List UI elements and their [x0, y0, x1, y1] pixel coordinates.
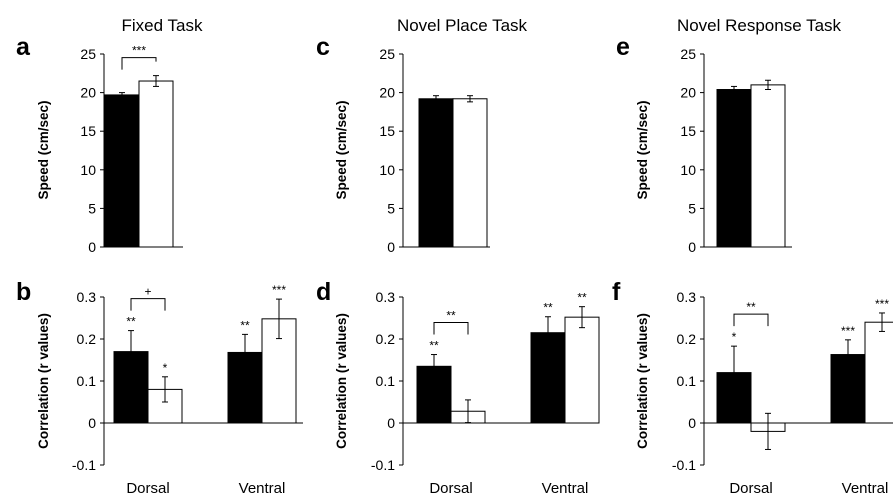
panel-letter: f	[612, 278, 621, 306]
panel-letter: d	[316, 278, 331, 306]
significance-bracket	[130, 298, 166, 311]
x-category-label: Ventral	[239, 480, 286, 497]
significance-bracket	[121, 57, 157, 70]
y-tick-label: 5	[88, 200, 96, 216]
y-tick-label: 10	[680, 162, 696, 178]
y-tick-label: 0	[88, 239, 96, 255]
x-category-label: Ventral	[842, 480, 889, 497]
y-tick-label: 0	[387, 415, 395, 431]
y-tick-label: 0	[387, 239, 395, 255]
y-tick-label: 25	[680, 46, 696, 62]
y-tick-label: 25	[379, 46, 395, 62]
bracket-label: **	[446, 309, 456, 323]
panel-letter: c	[316, 33, 330, 61]
significance-label: ***	[841, 324, 855, 338]
bar	[452, 98, 488, 248]
y-tick-label: 0	[688, 415, 696, 431]
panel-title: Fixed Task	[122, 16, 203, 35]
y-tick-label: 0.3	[376, 289, 396, 305]
y-tick-label: 0.3	[677, 289, 697, 305]
y-tick-label: 10	[80, 162, 96, 178]
bar	[864, 321, 893, 424]
significance-label: **	[240, 318, 250, 332]
y-tick-label: 25	[80, 46, 96, 62]
y-tick-label: 20	[80, 85, 96, 101]
y-tick-label: 0.1	[677, 373, 697, 389]
bar	[750, 84, 786, 248]
y-axis-label: Correlation (r values)	[36, 313, 51, 449]
significance-label: *	[163, 361, 168, 375]
y-tick-label: 15	[680, 123, 696, 139]
y-tick-label: 15	[80, 123, 96, 139]
y-tick-label: 20	[379, 85, 395, 101]
x-category-label: Dorsal	[126, 480, 169, 497]
bar	[716, 89, 752, 248]
x-category-label: Dorsal	[429, 480, 472, 497]
significance-label: **	[429, 339, 439, 353]
bar	[418, 98, 454, 248]
y-tick-label: 0.1	[77, 373, 97, 389]
bar	[564, 316, 600, 424]
y-axis-label: Speed (cm/sec)	[36, 100, 51, 199]
y-tick-label: 20	[680, 85, 696, 101]
panel-letter: a	[16, 33, 31, 61]
y-tick-label: 0	[688, 239, 696, 255]
y-tick-label: 0.2	[677, 331, 697, 347]
y-axis-label: Speed (cm/sec)	[635, 100, 650, 199]
significance-label: ***	[875, 297, 889, 311]
significance-label: ***	[272, 283, 286, 297]
x-category-label: Ventral	[542, 480, 589, 497]
panel-letter: e	[616, 33, 630, 61]
x-category-label: Dorsal	[729, 480, 772, 497]
y-axis-label: Speed (cm/sec)	[334, 100, 349, 199]
bracket-label: +	[144, 285, 151, 299]
y-axis-label: Correlation (r values)	[334, 313, 349, 449]
y-tick-label: 0.3	[77, 289, 97, 305]
significance-label: **	[126, 315, 136, 329]
significance-label: **	[577, 291, 587, 305]
bracket-label: ***	[132, 44, 146, 58]
panel-title: Novel Place Task	[397, 16, 528, 35]
y-tick-label: 10	[379, 162, 395, 178]
y-tick-label: 0.1	[376, 373, 396, 389]
significance-bracket	[733, 313, 769, 327]
significance-label: **	[543, 301, 553, 315]
significance-label: *	[732, 330, 737, 344]
significance-bracket	[433, 322, 469, 335]
y-tick-label: -0.1	[672, 457, 696, 473]
y-tick-label: 5	[387, 200, 395, 216]
y-tick-label: 0.2	[376, 331, 396, 347]
y-axis-label: Correlation (r values)	[635, 313, 650, 449]
y-tick-label: 15	[379, 123, 395, 139]
y-tick-label: 0	[88, 415, 96, 431]
y-tick-label: 5	[688, 200, 696, 216]
bracket-label: **	[746, 300, 756, 314]
y-tick-label: 0.2	[77, 331, 97, 347]
y-tick-label: -0.1	[371, 457, 395, 473]
bar	[138, 80, 174, 248]
panel-letter: b	[16, 278, 31, 306]
y-tick-label: -0.1	[72, 457, 96, 473]
bar	[104, 94, 140, 248]
panel-title: Novel Response Task	[677, 16, 842, 35]
